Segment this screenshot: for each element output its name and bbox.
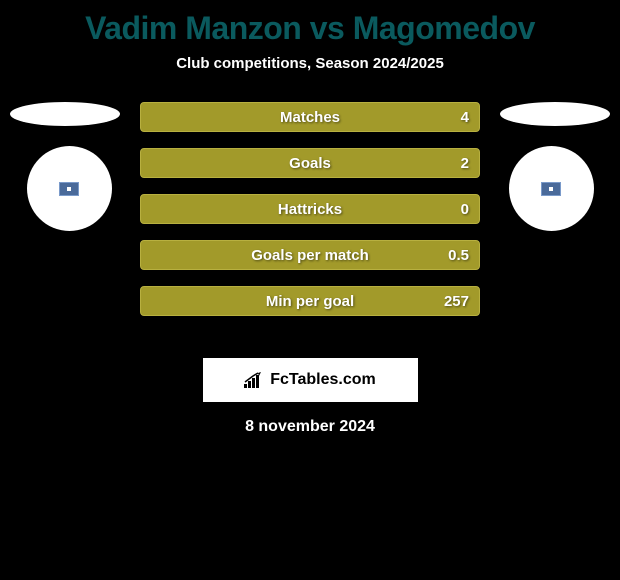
player-right-flag xyxy=(500,102,610,126)
player-right-avatar xyxy=(509,146,594,231)
stat-row: Goals per match 0.5 xyxy=(140,240,480,270)
stat-value: 4 xyxy=(461,109,469,126)
chart-icon xyxy=(244,372,264,388)
stat-value: 0 xyxy=(461,201,469,218)
stat-row: Min per goal 257 xyxy=(140,286,480,316)
comparison-area: Matches 4 Goals 2 Hattricks 0 Goals per … xyxy=(0,102,620,342)
page-title: Vadim Manzon vs Magomedov xyxy=(0,0,620,47)
stat-label: Min per goal xyxy=(266,293,354,310)
stat-row: Hattricks 0 xyxy=(140,194,480,224)
stat-value: 257 xyxy=(444,293,469,310)
brand-box[interactable]: FcTables.com xyxy=(203,358,418,402)
stat-label: Matches xyxy=(280,109,340,126)
brand-label: FcTables.com xyxy=(270,371,376,389)
avatar-placeholder-icon xyxy=(541,182,561,196)
stat-value: 0.5 xyxy=(448,247,469,264)
stat-row: Matches 4 xyxy=(140,102,480,132)
player-left-column xyxy=(5,102,125,231)
date-label: 8 november 2024 xyxy=(0,418,620,436)
player-left-avatar xyxy=(27,146,112,231)
stat-value: 2 xyxy=(461,155,469,172)
player-left-flag xyxy=(10,102,120,126)
stat-label: Hattricks xyxy=(278,201,342,218)
stat-label: Goals per match xyxy=(251,247,369,264)
stat-row: Goals 2 xyxy=(140,148,480,178)
avatar-placeholder-icon xyxy=(59,182,79,196)
subtitle: Club competitions, Season 2024/2025 xyxy=(0,55,620,72)
stat-label: Goals xyxy=(289,155,331,172)
player-right-column xyxy=(495,102,615,231)
